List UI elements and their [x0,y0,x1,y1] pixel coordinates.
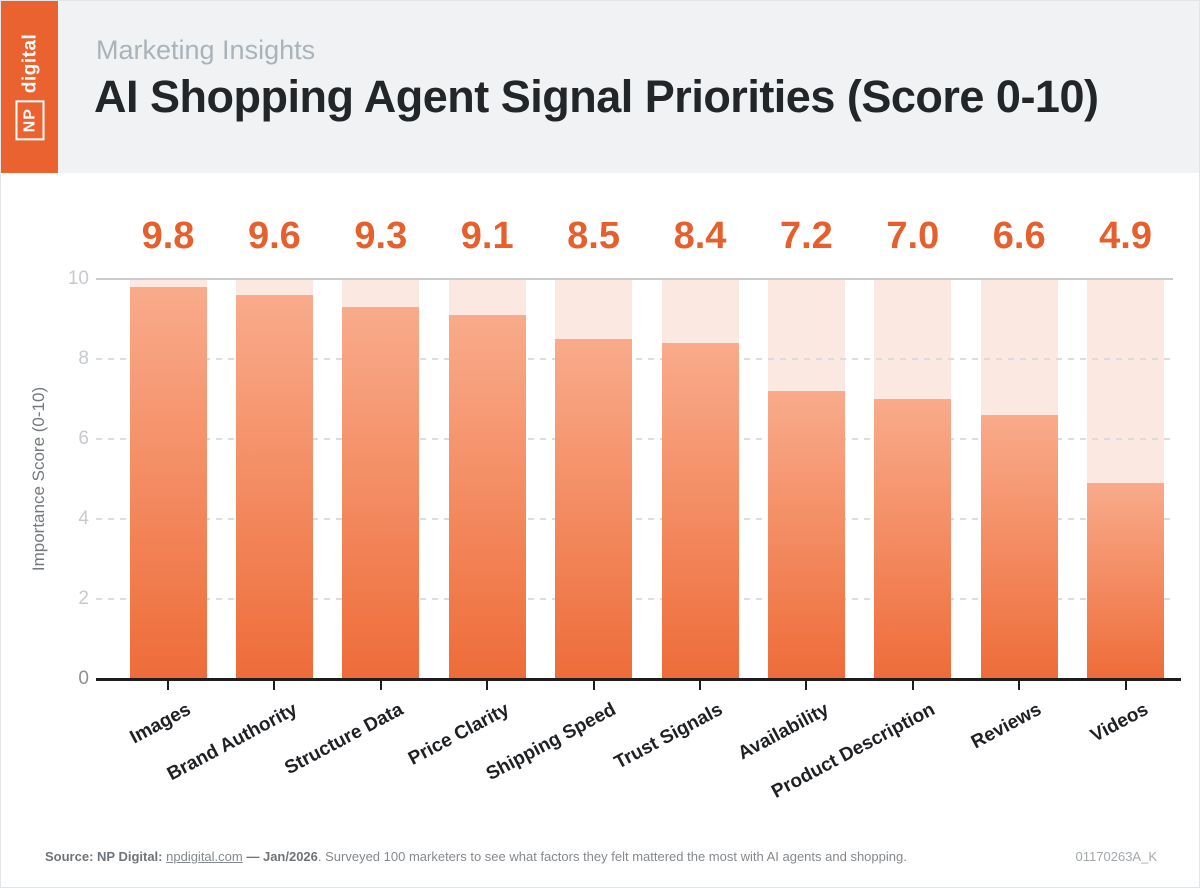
source-text: Source: NP Digital: [45,849,167,864]
bar-value-label: 8.4 [673,215,727,257]
x-tick-mark [486,681,489,690]
x-axis-line [96,678,1181,681]
bar-value-label: 9.8 [141,215,195,257]
y-tick-label-10: 10 [67,268,89,289]
header: NP digital Marketing Insights AI Shoppin… [1,1,1199,173]
bar-price-clarity [448,315,526,679]
y-tick-label-2: 2 [78,588,89,609]
x-tick-mark [592,681,595,690]
y-tick-label-8: 8 [78,348,89,369]
reference-code: 01170263A_K [1075,849,1157,864]
x-tick-mark [911,681,914,690]
bar-trust-signals [661,343,739,679]
gridline-2 [96,598,1173,600]
bar-value-label: 9.1 [460,215,514,257]
bar-structure-data [342,307,420,679]
x-tick-mark [805,681,808,690]
bar-value-label: 9.3 [354,215,408,257]
bar-product-description [874,399,952,679]
source-note: Source: NP Digital: npdigital.com — Jan/… [45,849,907,864]
bar-videos [1087,483,1165,679]
bar-availability [767,391,845,679]
x-tick-mark [273,681,276,690]
x-tick-mark [1124,681,1127,690]
x-category-label: Trust Signals [610,699,726,774]
bar-images [129,287,207,679]
x-category-label: Videos [1086,699,1152,747]
bar-brand-authority [235,295,313,679]
y-axis-label: Importance Score (0-10) [29,386,48,572]
eyebrow-label: Marketing Insights [96,35,316,65]
bar-reviews [980,415,1058,679]
x-tick-mark [699,681,701,690]
gridline-6 [96,438,1173,440]
x-category-label: Images [126,699,194,749]
x-category-label: Structure Data [281,699,407,780]
y-tick-label-0: 0 [78,668,89,689]
bar-value-label: 8.5 [567,215,620,257]
x-category-label: Availability [734,699,833,765]
gridline-10 [96,278,1173,280]
source-text: . Surveyed 100 marketers to see what fac… [317,849,907,864]
source-text: — Jan/2026 [242,849,318,864]
gridline-8 [96,358,1173,360]
bar-value-label: 7.2 [779,215,833,257]
bar-value-label: 9.6 [247,215,301,257]
y-tick-label-4: 4 [78,508,89,529]
bar-value-label: 7.0 [886,215,940,257]
gridline-4 [96,518,1173,520]
x-tick-mark [1018,681,1021,690]
np-digital-logo: NP digital [1,1,58,173]
y-tick-label-6: 6 [78,428,89,449]
bar-value-label: 6.6 [992,215,1046,257]
source-link[interactable]: npdigital.com [166,849,243,864]
footer: Source: NP Digital: npdigital.com — Jan/… [1,841,1199,887]
bar-shipping-speed [555,339,633,679]
x-tick-mark [379,681,382,690]
x-category-label: Reviews [968,699,1046,754]
bar-value-label: 4.9 [1099,215,1152,257]
page-title: AI Shopping Agent Signal Priorities (Sco… [94,71,1099,122]
x-tick-mark [167,681,169,690]
